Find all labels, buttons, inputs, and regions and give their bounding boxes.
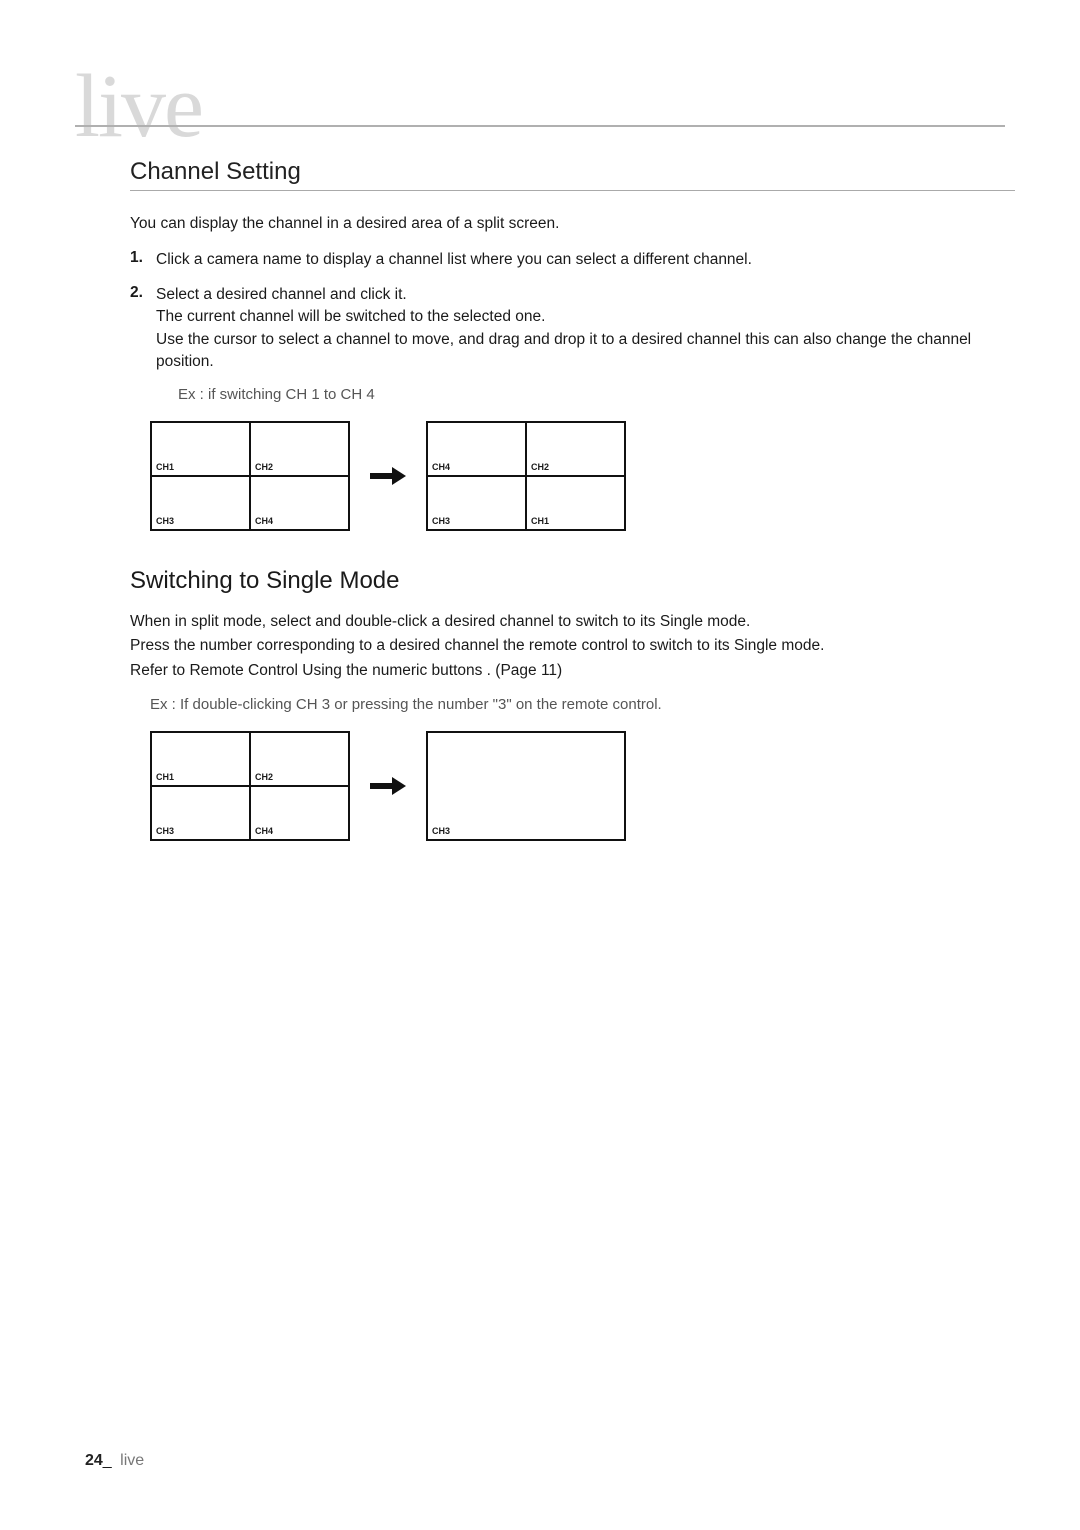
- section2-diagram: CH1 CH2 CH3 CH4 CH3: [150, 731, 995, 841]
- section2-body2: Press the number corresponding to a desi…: [130, 635, 995, 657]
- cell-label: CH2: [531, 462, 549, 472]
- grid-cell: CH4: [250, 786, 349, 840]
- cell-label: CH2: [255, 772, 273, 782]
- grid-cell: CH1: [151, 732, 250, 786]
- section2-body1: When in split mode, select and double-cl…: [130, 611, 995, 633]
- grid-cell: CH1: [526, 476, 625, 530]
- page-footer: 24_ live: [85, 1452, 144, 1470]
- arrow-icon: [368, 467, 408, 485]
- single-view: CH3: [426, 731, 626, 841]
- cell-label: CH3: [156, 826, 174, 836]
- page-number: 24: [85, 1452, 103, 1469]
- cell-label: CH3: [432, 826, 450, 836]
- step-text: Click a camera name to display a channel…: [156, 249, 752, 271]
- grid-before: CH1 CH2 CH3 CH4: [150, 731, 350, 841]
- content-area: Channel Setting You can display the chan…: [85, 80, 995, 841]
- cell-label: CH4: [432, 462, 450, 472]
- section2-example: Ex : If double-clicking CH 3 or pressing…: [150, 696, 995, 713]
- cell-label: CH1: [156, 772, 174, 782]
- footer-sep: _: [103, 1452, 112, 1469]
- section1-example: Ex : if switching CH 1 to CH 4: [178, 386, 995, 403]
- step-text: Select a desired channel and click it. T…: [156, 284, 995, 374]
- section1-intro: You can display the channel in a desired…: [130, 213, 995, 235]
- step-number: 1.: [130, 249, 156, 271]
- grid-after: CH4 CH2 CH3 CH1: [426, 421, 626, 531]
- step-number: 2.: [130, 284, 156, 374]
- list-item: 1. Click a camera name to display a chan…: [130, 249, 995, 271]
- grid-cell: CH1: [151, 422, 250, 476]
- grid-cell: CH2: [526, 422, 625, 476]
- cell-label: CH1: [156, 462, 174, 472]
- cell-label: CH4: [255, 516, 273, 526]
- footer-section: live: [120, 1452, 144, 1469]
- grid-cell: CH3: [427, 476, 526, 530]
- section2-body3: Refer to Remote Control Using the numeri…: [130, 660, 995, 682]
- grid-cell: CH4: [427, 422, 526, 476]
- cell-label: CH2: [255, 462, 273, 472]
- grid-cell: CH2: [250, 422, 349, 476]
- cell-label: CH1: [531, 516, 549, 526]
- cell-label: CH4: [255, 826, 273, 836]
- cell-label: CH3: [156, 516, 174, 526]
- grid-cell: CH3: [151, 786, 250, 840]
- section2-title: Switching to Single Mode: [130, 567, 995, 595]
- page: live Channel Setting You can display the…: [0, 0, 1080, 1530]
- list-item: 2. Select a desired channel and click it…: [130, 284, 995, 374]
- arrow-icon: [368, 777, 408, 795]
- section1-diagram: CH1 CH2 CH3 CH4 CH4 CH2 CH3 CH1: [150, 421, 995, 531]
- section1-title: Channel Setting: [130, 158, 995, 186]
- grid-before: CH1 CH2 CH3 CH4: [150, 421, 350, 531]
- section1-rule: [130, 190, 1015, 191]
- cell-label: CH3: [432, 516, 450, 526]
- section1-steps: 1. Click a camera name to display a chan…: [130, 249, 995, 373]
- grid-cell: CH2: [250, 732, 349, 786]
- grid-cell: CH4: [250, 476, 349, 530]
- grid-cell: CH3: [151, 476, 250, 530]
